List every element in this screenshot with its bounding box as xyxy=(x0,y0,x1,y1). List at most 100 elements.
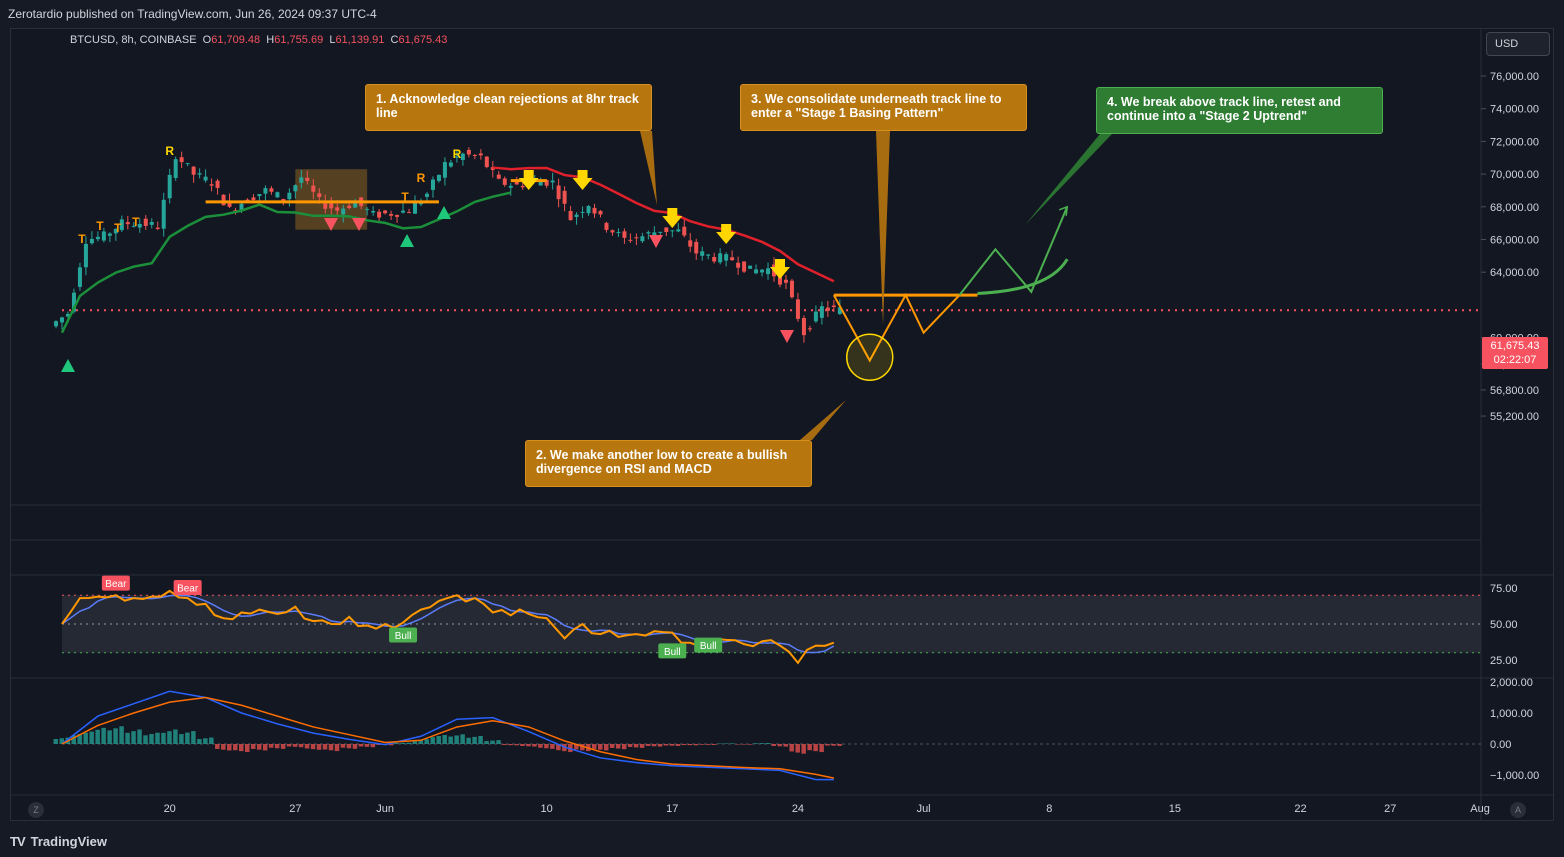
callout-pointer-4 xyxy=(1025,134,1112,225)
last-price-tag: 61,675.43 02:22:07 xyxy=(1482,337,1548,369)
macd-histogram-bar xyxy=(723,743,729,744)
red-down-triangle-icon xyxy=(324,218,338,231)
macd-histogram-bar xyxy=(250,744,256,749)
low-highlight-circle xyxy=(846,333,894,381)
footer-brand[interactable]: TradingView xyxy=(30,834,107,849)
macd-histogram-bar xyxy=(137,729,142,744)
legend-open-label: O xyxy=(202,34,212,46)
macd-histogram-bar xyxy=(460,734,465,744)
macd-histogram-bar xyxy=(334,744,340,752)
candle-body xyxy=(580,211,585,213)
macd-histogram-bar xyxy=(544,744,549,749)
annotation-note-1[interactable]: 1. Acknowledge clean rejections at 8hr t… xyxy=(365,84,652,131)
macd-histogram-bar xyxy=(550,744,555,749)
candle-body xyxy=(365,209,370,211)
macd-histogram-bar xyxy=(274,744,280,749)
macd-histogram-bar xyxy=(107,730,112,744)
candle-body xyxy=(215,180,220,188)
candle-body xyxy=(682,226,687,236)
macd-histogram-bar xyxy=(292,744,298,747)
auto-scale-button[interactable]: A xyxy=(1510,802,1526,818)
macd-histogram-bar xyxy=(244,744,250,753)
macd-histogram-bar xyxy=(173,729,178,744)
candle-body xyxy=(538,181,543,186)
candle-body xyxy=(377,211,382,218)
macd-histogram-bar xyxy=(209,737,214,744)
candle-body xyxy=(807,328,812,330)
candle-body xyxy=(502,178,507,185)
time-axis-label: Aug xyxy=(1470,803,1490,815)
candle-body xyxy=(323,202,328,209)
macd-histogram-bar xyxy=(346,744,352,749)
t-marker: T xyxy=(132,215,140,229)
macd-histogram-bar xyxy=(83,732,88,744)
candle-body xyxy=(155,227,160,230)
macd-histogram-bar xyxy=(490,740,495,744)
candle-body xyxy=(508,185,513,188)
macd-histogram-bar xyxy=(197,739,202,744)
candle-body xyxy=(742,261,747,272)
candle-body xyxy=(688,240,693,247)
macd-histogram-bar xyxy=(681,744,687,745)
red-down-triangle-icon xyxy=(352,218,366,231)
rsi-tick-label: 25.00 xyxy=(1490,655,1518,667)
annotation-note-3[interactable]: 3. We consolidate underneath track line … xyxy=(740,84,1027,131)
currency-button[interactable]: USD xyxy=(1486,32,1550,56)
legend-close-label: C xyxy=(390,34,399,46)
macd-histogram-bar xyxy=(119,726,124,744)
candle-body xyxy=(616,232,621,234)
candle-body xyxy=(281,198,286,201)
macd-histogram-bar xyxy=(633,744,639,748)
red-down-triangle-icon xyxy=(649,235,663,248)
candle-body xyxy=(766,268,771,275)
callout-pointer-3 xyxy=(876,131,890,325)
r-marker: R xyxy=(165,144,174,158)
yellow-down-arrow-icon xyxy=(518,170,539,190)
candle-body xyxy=(658,231,663,233)
projected-uptrend-curve xyxy=(977,258,1069,295)
candle-body xyxy=(598,210,603,215)
candle-body xyxy=(634,237,639,239)
candle-body xyxy=(837,307,842,315)
macd-histogram-bar xyxy=(747,744,753,745)
candle-body xyxy=(131,225,136,227)
log-scale-button[interactable]: Z xyxy=(28,802,44,818)
yellow-down-arrow-icon xyxy=(716,224,737,244)
candle-body xyxy=(436,174,441,181)
annotation-note-2[interactable]: 2. We make another low to create a bulli… xyxy=(525,440,812,487)
price-tick-label: 55,200.00 xyxy=(1490,411,1539,423)
macd-histogram-bar xyxy=(795,744,800,753)
bear-divergence-badge xyxy=(173,580,202,595)
macd-histogram-bar xyxy=(592,744,597,749)
macd-histogram-bar xyxy=(705,744,711,745)
candle-body xyxy=(113,228,118,234)
macd-histogram-bar xyxy=(268,744,274,748)
annotation-note-4[interactable]: 4. We break above track line, retest and… xyxy=(1096,87,1383,134)
candle-body xyxy=(789,280,794,298)
candle-body xyxy=(54,321,59,327)
macd-histogram-bar xyxy=(478,735,483,744)
macd-histogram-bar xyxy=(185,732,190,744)
time-axis-label: 10 xyxy=(541,803,553,815)
macd-histogram-bar xyxy=(430,737,435,744)
macd-histogram-bar xyxy=(53,739,59,744)
candle-body xyxy=(442,162,447,178)
green-up-triangle-icon xyxy=(400,234,414,247)
macd-histogram-bar xyxy=(340,744,346,748)
macd-tick-label: 1,000.00 xyxy=(1490,708,1533,720)
t-marker: T xyxy=(401,190,409,204)
candle-body xyxy=(329,203,334,209)
price-tick-label: 70,000.00 xyxy=(1490,169,1539,181)
chart-frame[interactable] xyxy=(10,28,1554,821)
candle-body xyxy=(813,311,818,322)
candle-body xyxy=(299,177,304,183)
time-axis-label: 8 xyxy=(1046,803,1052,815)
candle-body xyxy=(592,207,597,214)
macd-histogram-bar xyxy=(89,731,94,744)
macd-histogram-bar xyxy=(352,744,358,749)
candle-body xyxy=(424,193,429,197)
candle-body xyxy=(724,254,729,261)
candle-body xyxy=(95,236,100,240)
legend-low: 61,139.91 xyxy=(335,34,385,46)
